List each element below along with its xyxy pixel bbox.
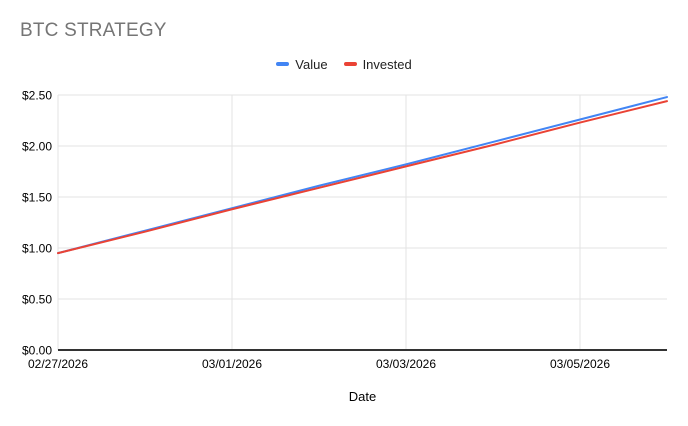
y-tick-label: $2.00: [22, 140, 52, 154]
x-axis-title: Date: [348, 389, 377, 404]
y-tick-label: $2.50: [22, 89, 52, 103]
chart-title: BTC STRATEGY: [20, 20, 167, 41]
series-line-invested: [57, 100, 668, 255]
legend-item-invested: Invested: [343, 56, 412, 72]
y-tick-label: $0.00: [22, 344, 52, 358]
x-tick-label: 03/03/2026: [376, 357, 436, 371]
x-tick-label: 03/01/2026: [202, 357, 262, 371]
legend: Value Invested: [0, 56, 688, 72]
x-tick-label: 03/05/2026: [550, 357, 610, 371]
legend-label-invested: Invested: [362, 56, 412, 72]
value-series-marker: [276, 62, 290, 66]
y-tick-label: $1.00: [22, 242, 52, 256]
legend-label-value: Value: [295, 56, 328, 72]
y-tick-label: $1.50: [22, 191, 52, 205]
y-tick-label: $0.50: [22, 293, 52, 307]
legend-item-value: Value: [276, 56, 328, 72]
x-tick-label: 02/27/2026: [28, 357, 88, 371]
invested-series-marker: [343, 62, 357, 66]
